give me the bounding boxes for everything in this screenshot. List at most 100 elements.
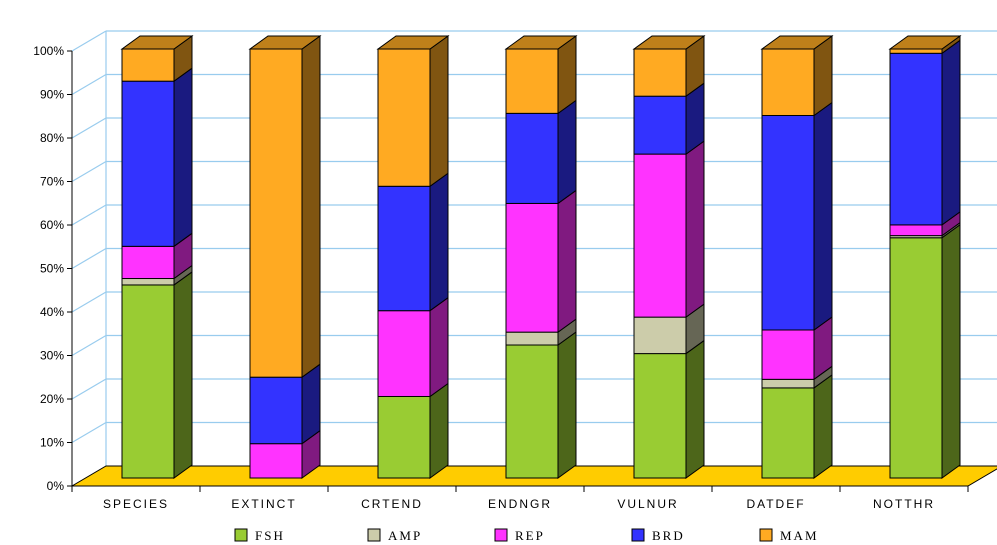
- y-tick-label: 90%: [40, 88, 64, 102]
- gridline-side: [71, 334, 107, 357]
- gridline-side: [71, 73, 107, 96]
- legend-label: FSH: [255, 528, 285, 543]
- bar-segment: [761, 373, 833, 479]
- x-tick-label: VULNUR: [617, 497, 678, 511]
- bar-front: [505, 48, 559, 114]
- bar-front: [121, 80, 175, 247]
- bar-segment: [505, 189, 577, 334]
- x-tick-label: NOTTHR: [873, 497, 935, 511]
- legend-label: BRD: [652, 528, 685, 543]
- bar-front: [761, 329, 815, 380]
- bar-segment: [121, 232, 193, 280]
- bar-front: [121, 278, 175, 286]
- x-tick-label: DATDEF: [746, 497, 805, 511]
- bar-segment: [249, 429, 321, 479]
- bar-segment: [505, 35, 577, 115]
- gridline-side: [71, 421, 107, 444]
- bar-side: [429, 172, 449, 312]
- bar-front: [249, 376, 303, 445]
- legend-item: BRD: [631, 528, 685, 543]
- bar-segment: [121, 270, 193, 479]
- bar-side: [941, 223, 961, 479]
- bar-segment: [761, 316, 833, 381]
- bar-top: [632, 35, 706, 50]
- bar-front: [633, 95, 687, 155]
- y-tick-label: 0%: [47, 479, 65, 493]
- gridline-side: [71, 117, 107, 139]
- bar-side: [429, 382, 449, 479]
- bar-segment: [377, 296, 449, 398]
- legend-swatch: [494, 528, 508, 542]
- legend-swatch: [631, 528, 645, 542]
- bar-front: [633, 48, 687, 97]
- bar-side: [813, 373, 833, 479]
- bar-segment: [633, 82, 705, 156]
- bar-front: [505, 202, 559, 333]
- bar-front: [505, 112, 559, 204]
- bar-side: [173, 270, 193, 479]
- bar-side: [557, 189, 577, 334]
- bar-front: [377, 48, 431, 187]
- bar-segment: [633, 339, 705, 479]
- bar-top: [888, 35, 962, 50]
- bar-front: [889, 237, 943, 479]
- bar-segment: [249, 363, 321, 445]
- y-tick-label: 20%: [40, 392, 64, 406]
- bar-front: [505, 331, 559, 346]
- bar-top: [120, 35, 194, 50]
- legend-label: AMP: [388, 528, 422, 543]
- y-tick-label: 100%: [33, 44, 64, 58]
- gridline-side: [71, 378, 107, 400]
- bar-side: [429, 296, 449, 398]
- bar-front: [377, 185, 431, 312]
- bar-front: [377, 310, 431, 397]
- bar-top: [760, 35, 834, 50]
- legend-item: AMP: [367, 528, 422, 543]
- x-tick-label: SPECIES: [103, 497, 169, 511]
- bar-front: [249, 443, 303, 479]
- bar-top: [376, 35, 450, 50]
- bar-segment: [633, 303, 705, 355]
- legend-item: REP: [494, 528, 545, 543]
- legend-swatch: [759, 528, 773, 542]
- y-tick-label: 30%: [40, 349, 64, 363]
- bar-side: [557, 331, 577, 479]
- bar-front: [633, 316, 687, 355]
- y-tick-label: 70%: [40, 175, 64, 189]
- bar-front: [889, 52, 943, 226]
- bar-segment: [121, 67, 193, 248]
- bar-front: [761, 387, 815, 479]
- bar-front: [121, 245, 175, 280]
- bar-segment: [889, 223, 961, 479]
- bar-top: [504, 35, 578, 50]
- bar-side: [429, 35, 449, 188]
- bar-side: [301, 363, 321, 445]
- bar-segment: [761, 35, 833, 117]
- bar-side: [941, 39, 961, 226]
- bar-front: [377, 395, 431, 479]
- bar-front: [505, 344, 559, 479]
- bar-side: [813, 35, 833, 117]
- bar-segment: [377, 382, 449, 479]
- bar-front: [889, 224, 943, 237]
- bar-segment: [505, 331, 577, 479]
- bar-segment: [377, 172, 449, 312]
- y-tick-label: 10%: [40, 436, 64, 450]
- bar-side: [685, 339, 705, 479]
- axis-layer: SPECIES EXTINCT CRTEND ENDNGR VULNUR DATDEF NO…: [33, 44, 969, 511]
- bar-segment: [889, 39, 961, 226]
- bar-side: [557, 99, 577, 205]
- bar-side: [301, 35, 321, 379]
- y-tick-label: 80%: [40, 131, 64, 145]
- bar-front: [889, 48, 943, 54]
- bar-front: [633, 153, 687, 318]
- bar-side: [813, 101, 833, 331]
- bar-front: [249, 48, 303, 378]
- bar-side: [685, 140, 705, 319]
- gridline-side: [71, 30, 107, 52]
- gridline-side: [71, 204, 107, 226]
- legend-label: REP: [515, 528, 545, 543]
- x-tick-label: ENDNGR: [488, 497, 552, 511]
- bar-segment: [505, 318, 577, 346]
